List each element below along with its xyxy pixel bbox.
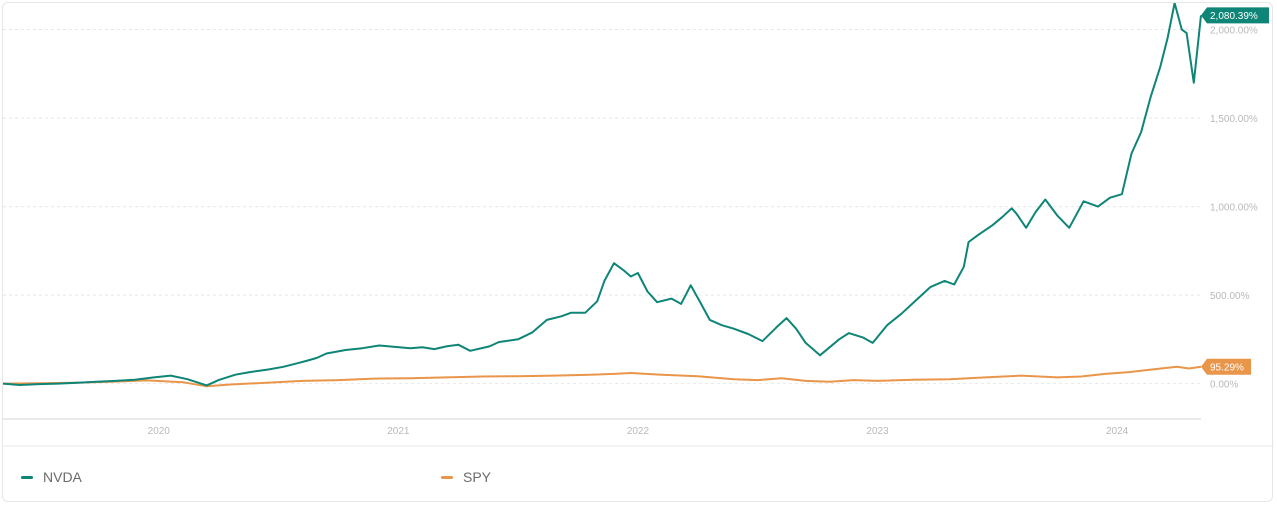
performance-chart: 0.00%500.00%1,000.00%1,500.00%2,000.00% … xyxy=(3,3,1274,447)
last-value-label: 2,080.39% xyxy=(1210,11,1258,22)
legend-item-spy[interactable]: SPY xyxy=(441,469,491,485)
last-value-label: 95.29% xyxy=(1210,362,1244,373)
x-tick-label: 2023 xyxy=(866,426,889,437)
series-line-spy[interactable] xyxy=(3,365,1202,388)
legend-label-spy: SPY xyxy=(463,469,492,485)
x-tick-label: 2020 xyxy=(148,426,171,437)
last-value-tag-spy: 95.29% xyxy=(1201,358,1251,375)
x-tick-label: 2021 xyxy=(387,426,410,437)
x-tick-label: 2024 xyxy=(1106,426,1129,437)
y-tick-label: 500.00% xyxy=(1210,291,1250,302)
series-line-nvda[interactable] xyxy=(3,3,1202,387)
nvda-swatch-icon xyxy=(21,475,33,479)
x-tick-label: 2022 xyxy=(627,426,650,437)
last-value-tag-nvda: 2,080.39% xyxy=(1201,7,1269,24)
legend-label-nvda: NVDA xyxy=(43,469,82,485)
y-tick-label: 0.00% xyxy=(1210,380,1238,391)
y-tick-label: 1,500.00% xyxy=(1210,114,1258,125)
y-tick-label: 2,000.00% xyxy=(1210,26,1258,37)
spy-swatch-icon xyxy=(441,475,453,479)
y-tick-label: 1,000.00% xyxy=(1210,203,1258,214)
legend-item-nvda[interactable]: NVDA xyxy=(21,469,82,485)
